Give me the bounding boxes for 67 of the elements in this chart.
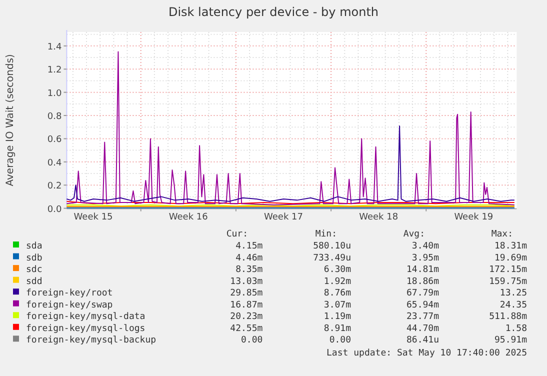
text: 511.88m [489,312,527,322]
text: 3.40m [412,242,439,252]
text: 4.46m [236,253,263,264]
y-tick-label: 0.8 [47,112,62,122]
legend-label: foreign-key/mysql-data [26,312,146,322]
text: 0.00 [329,336,351,346]
x-tick-label: Week 16 [168,212,208,222]
y-tick-label: 1.4 [47,42,62,52]
text: 29.85m [230,288,263,299]
text: 580.10u [313,242,351,252]
x-tick-label: Week 17 [264,212,303,222]
text: 14.81m [406,265,439,276]
text: 0.00 [241,336,263,346]
y-tick-label: 0.6 [47,135,62,146]
legend-label: sdc [26,265,42,276]
text: 13.03m [230,276,263,287]
text: Avg: [403,230,425,240]
line-series [66,51,515,206]
legend-label: foreign-key/mysql-backup [26,336,156,346]
text: 172.15m [489,265,527,276]
text: 65.94m [406,300,439,310]
text: 18.31m [494,242,527,252]
text: 159.75m [489,276,527,287]
line-series [66,125,515,202]
x-tick-label: Week 18 [359,212,398,222]
text: Last update: Sat May 10 17:40:00 2025 [326,348,527,358]
text: 24.35 [500,300,527,310]
text: 8.76m [324,288,351,299]
y-tick-label: 0.2 [47,182,62,192]
text: 23.77m [406,312,439,322]
legend-label: foreign-key/mysql-logs [26,324,146,334]
text: 67.79m [406,288,439,299]
text: 44.70m [406,324,439,334]
y-axis-title: Average IO Wait (seconds) [5,54,16,186]
y-tick-label: 1.0 [47,88,62,99]
legend-label: sdd [26,276,42,287]
legend-label: sdb [26,253,42,264]
text: 8.91m [324,324,351,334]
text: 42.55m [230,324,263,334]
x-tick-label: Week 15 [74,212,113,222]
y-tick-label: 1.2 [47,66,62,76]
y-tick-label: 0.4 [47,158,62,168]
chart-title: Disk latency per device - by month [168,5,379,19]
text: 20.23m [230,312,263,322]
text: Cur: [226,230,248,240]
text: 1.58 [505,324,527,334]
text: 86.41u [406,336,439,346]
text: 18.86m [406,276,439,287]
text: 4.15m [236,242,263,252]
legend-label: foreign-key/root [26,288,113,299]
text: Max: [491,230,513,240]
text: 8.35m [236,265,263,276]
legend-label: foreign-key/swap [26,300,113,310]
text: 3.95m [412,253,439,264]
text: 1.92m [324,276,351,287]
text: 13.25 [500,288,527,299]
text: 95.91m [494,336,527,346]
text: 6.30m [324,265,351,276]
text: 16.87m [230,300,263,310]
text: 1.19m [324,312,351,322]
text: 19.69m [494,253,527,264]
y-tick-label: 0.0 [47,204,62,215]
text: 733.49u [313,253,351,264]
legend-label: sda [26,242,42,252]
text: 3.07m [324,300,351,310]
text: Min: [315,230,337,240]
x-tick-label: Week 19 [454,212,494,222]
